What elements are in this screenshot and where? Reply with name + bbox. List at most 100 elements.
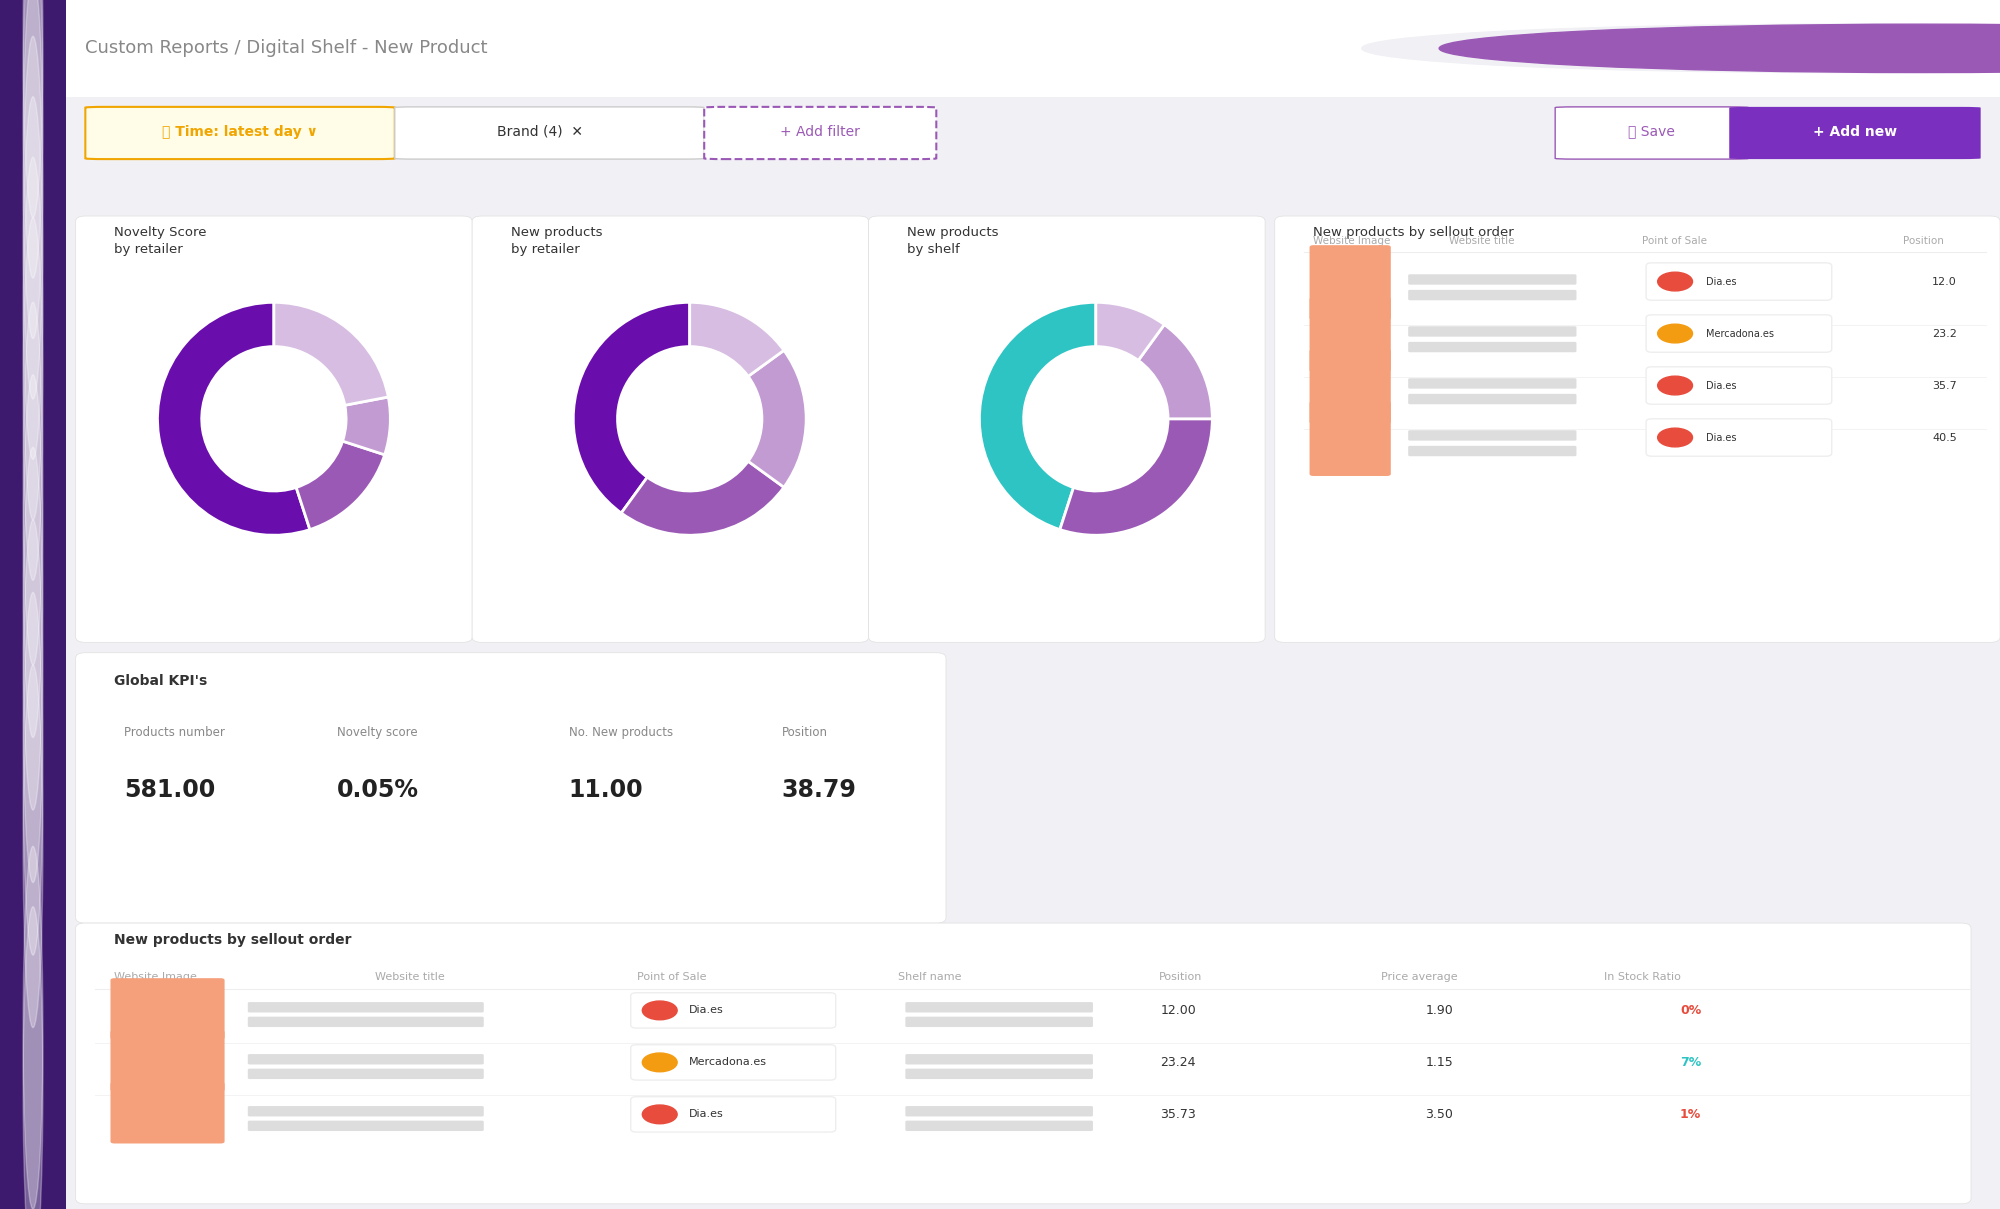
FancyBboxPatch shape xyxy=(1646,418,1832,456)
Circle shape xyxy=(1362,24,2000,73)
FancyBboxPatch shape xyxy=(248,1121,484,1132)
FancyBboxPatch shape xyxy=(248,1106,484,1116)
Circle shape xyxy=(24,97,42,459)
Text: Position: Position xyxy=(1158,972,1202,982)
Text: Website Image: Website Image xyxy=(1314,236,1390,245)
FancyBboxPatch shape xyxy=(704,106,936,160)
Circle shape xyxy=(24,375,42,737)
Circle shape xyxy=(24,846,42,1209)
FancyBboxPatch shape xyxy=(110,1082,224,1144)
FancyBboxPatch shape xyxy=(906,1017,1092,1028)
Wedge shape xyxy=(690,302,784,376)
FancyBboxPatch shape xyxy=(1646,314,1832,352)
Circle shape xyxy=(24,0,42,339)
FancyBboxPatch shape xyxy=(76,924,1970,1204)
Circle shape xyxy=(1658,376,1692,395)
Circle shape xyxy=(24,907,42,1209)
Text: Position: Position xyxy=(782,725,828,739)
FancyBboxPatch shape xyxy=(1408,430,1576,440)
FancyBboxPatch shape xyxy=(1408,326,1576,336)
Text: 0.05%: 0.05% xyxy=(336,777,418,802)
Circle shape xyxy=(24,592,42,955)
Text: 1.15: 1.15 xyxy=(1426,1055,1454,1069)
Text: 38.79: 38.79 xyxy=(782,777,856,802)
Text: Products number: Products number xyxy=(124,725,224,739)
FancyBboxPatch shape xyxy=(76,216,472,642)
FancyBboxPatch shape xyxy=(76,653,946,924)
Wedge shape xyxy=(274,302,388,405)
Text: New products
by retailer: New products by retailer xyxy=(510,226,602,256)
FancyBboxPatch shape xyxy=(1408,274,1576,284)
Text: Novelty score: Novelty score xyxy=(336,725,418,739)
Text: Point of Sale: Point of Sale xyxy=(1642,236,1708,245)
Text: No. New products: No. New products xyxy=(568,725,672,739)
Text: New products
by shelf: New products by shelf xyxy=(908,226,998,256)
Wedge shape xyxy=(342,397,390,455)
Wedge shape xyxy=(158,302,310,536)
Text: 40.5: 40.5 xyxy=(1932,433,1958,442)
FancyBboxPatch shape xyxy=(1408,342,1576,352)
FancyBboxPatch shape xyxy=(394,106,704,160)
FancyBboxPatch shape xyxy=(906,1002,1092,1012)
Text: Dia.es: Dia.es xyxy=(1706,277,1736,287)
FancyBboxPatch shape xyxy=(110,1030,224,1092)
Text: Global KPI's: Global KPI's xyxy=(114,673,208,688)
Text: 35.73: 35.73 xyxy=(1160,1107,1196,1121)
FancyBboxPatch shape xyxy=(906,1054,1092,1064)
Text: Novelty Score
by retailer: Novelty Score by retailer xyxy=(114,226,206,256)
Circle shape xyxy=(642,1001,678,1019)
Text: Dia.es: Dia.es xyxy=(1706,433,1736,442)
Text: Dia.es: Dia.es xyxy=(688,1110,724,1120)
FancyBboxPatch shape xyxy=(1646,366,1832,404)
Text: 🔍: 🔍 xyxy=(1840,39,1852,58)
FancyBboxPatch shape xyxy=(630,993,836,1028)
Circle shape xyxy=(642,1105,678,1123)
Text: Shelf name: Shelf name xyxy=(898,972,962,982)
Text: 7%: 7% xyxy=(1680,1055,1702,1069)
Text: 581.00: 581.00 xyxy=(124,777,216,802)
Wedge shape xyxy=(1060,418,1212,536)
Text: Dia.es: Dia.es xyxy=(688,1006,724,1016)
Text: 💾 Save: 💾 Save xyxy=(1628,125,1676,139)
Circle shape xyxy=(24,520,42,883)
FancyBboxPatch shape xyxy=(1408,290,1576,300)
FancyBboxPatch shape xyxy=(1310,349,1390,424)
Wedge shape xyxy=(1096,302,1164,360)
FancyBboxPatch shape xyxy=(868,216,1266,642)
Circle shape xyxy=(1658,272,1692,291)
Circle shape xyxy=(24,218,42,580)
FancyBboxPatch shape xyxy=(1556,106,1748,160)
Circle shape xyxy=(1658,324,1692,343)
Wedge shape xyxy=(296,441,384,530)
FancyBboxPatch shape xyxy=(906,1121,1092,1132)
Circle shape xyxy=(24,447,42,810)
Text: Custom Reports / Digital Shelf - New Product: Custom Reports / Digital Shelf - New Pro… xyxy=(86,40,488,57)
Text: 0%: 0% xyxy=(1680,1003,1702,1017)
FancyBboxPatch shape xyxy=(906,1106,1092,1116)
Text: Price average: Price average xyxy=(1382,972,1458,982)
FancyBboxPatch shape xyxy=(248,1069,484,1078)
Circle shape xyxy=(1440,24,2000,73)
Text: 12.0: 12.0 xyxy=(1932,277,1958,287)
Circle shape xyxy=(24,302,42,665)
FancyBboxPatch shape xyxy=(248,1002,484,1012)
Wedge shape xyxy=(622,462,784,536)
FancyBboxPatch shape xyxy=(86,106,394,160)
FancyBboxPatch shape xyxy=(1730,106,1980,160)
Text: Brand (4)  ✕: Brand (4) ✕ xyxy=(496,125,582,139)
Wedge shape xyxy=(748,351,806,487)
FancyBboxPatch shape xyxy=(248,1054,484,1064)
FancyBboxPatch shape xyxy=(630,1097,836,1132)
Text: In Stock Ratio: In Stock Ratio xyxy=(1604,972,1680,982)
Text: Website title: Website title xyxy=(1448,236,1514,245)
FancyBboxPatch shape xyxy=(472,216,868,642)
Text: Website Image: Website Image xyxy=(114,972,198,982)
Text: 23.24: 23.24 xyxy=(1160,1055,1196,1069)
Circle shape xyxy=(642,1053,678,1071)
Text: 11.00: 11.00 xyxy=(568,777,644,802)
Text: 35.7: 35.7 xyxy=(1932,381,1958,391)
FancyBboxPatch shape xyxy=(1408,446,1576,456)
FancyBboxPatch shape xyxy=(1310,401,1390,476)
Text: + Add new: + Add new xyxy=(1812,125,1898,139)
Text: + Add filter: + Add filter xyxy=(780,125,860,139)
